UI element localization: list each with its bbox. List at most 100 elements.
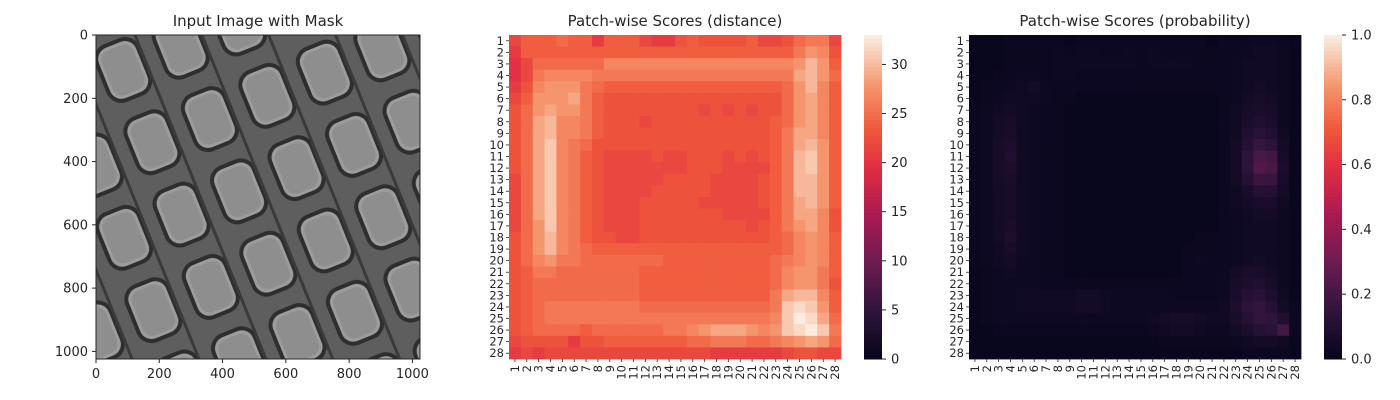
heatmap-cell [1206,104,1219,117]
heatmap-cell [603,81,617,94]
heatmap-cell [1146,58,1160,71]
heatmap-cell [580,289,593,302]
heatmap-cell [1052,289,1065,302]
heatmap-cell [1028,301,1041,314]
heatmap-cell [580,46,593,59]
heatmap-cell [686,35,700,47]
heatmap-cell [1123,278,1136,290]
heatmap-cell [1016,35,1029,47]
heatmap-cell [1028,278,1041,290]
heatmap-cell [829,116,842,128]
heatmap-cell [675,185,688,198]
heatmap-cell [1218,347,1231,360]
heatmap-cell [556,162,569,175]
colorbar-segment [864,164,882,170]
heatmap-cell [686,197,700,209]
heatmap-cell [1241,92,1254,105]
heatmap-cell [1158,162,1171,175]
heatmap-cell [722,243,735,256]
heatmap-cell [1040,127,1053,140]
heatmap-cell [710,208,723,221]
heatmap-cell [639,301,652,314]
heatmap-cell [1253,46,1266,59]
heatmap-cell [1111,127,1124,140]
heatmap-cell [1075,324,1088,337]
heatmap-cell [769,69,783,82]
heatmap-cell [556,173,569,186]
heatmap-cell [1075,231,1088,244]
heatmap-cell [556,81,569,94]
heatmap-cell [1253,243,1266,256]
heatmap-cell [1040,301,1053,314]
heatmap-cell [509,301,522,314]
colorbar-segment [1324,116,1342,121]
heatmap-cell [1265,58,1278,71]
heatmap-cell [509,173,522,186]
heatmap-cell [1265,254,1278,267]
heatmap-cell [651,69,664,82]
heatmap-cell [1229,312,1243,325]
heatmap-cell [698,173,711,186]
col-label: 13 [1110,365,1124,380]
colorbar-segment [864,318,882,324]
heatmap-cell [627,208,640,221]
row-label: 7 [957,103,964,117]
colorbar-segment [864,91,882,97]
row-label: 28 [489,346,504,360]
heatmap-cell [1040,173,1053,186]
heatmap-cell [1277,92,1290,105]
heatmap-cell [1265,104,1278,117]
heatmap-cell [1099,231,1112,244]
heatmap-cell [1040,289,1053,302]
heatmap-cell [1241,208,1254,221]
col-label: 12 [1098,365,1112,380]
heatmap-cell [698,220,711,233]
heatmap-cell [592,220,605,233]
heatmap-cell [1182,301,1195,314]
heatmap-cell [969,208,982,221]
heatmap-cell [1277,162,1290,175]
heatmap-cell [580,197,593,209]
heatmap-cell [980,173,994,186]
heatmap-cell [627,69,640,82]
heatmap-cell [1253,289,1266,302]
heatmap-cell [769,324,783,337]
heatmap-cell [580,116,593,128]
heatmap-cell [769,335,783,348]
heatmap-cell [663,289,676,302]
heatmap-cell [1194,185,1207,198]
colorbar-segment [864,342,882,348]
heatmap-cell [520,46,534,59]
heatmap-cell [568,301,581,314]
heatmap-cell [817,347,830,360]
heatmap-cell [829,173,842,186]
heatmap-cell [675,347,688,360]
heatmap-cell [1135,243,1148,256]
heatmap-cell [805,197,818,209]
heatmap-cell [686,104,700,117]
heatmap-cell [793,254,806,267]
col-label: 7 [1039,365,1053,372]
heatmap-cell [1135,266,1148,279]
heatmap-cell [1087,81,1100,94]
colorbar-segment [1324,99,1342,105]
heatmap-cell [1170,139,1183,152]
heatmap-cell [603,92,617,105]
heatmap-cell [1123,35,1136,47]
heatmap-cell [1028,92,1041,105]
heatmap-cell [1099,116,1112,128]
heatmap-cell [520,173,534,186]
heatmap-cell [1289,139,1302,152]
heatmap-cell [651,220,664,233]
heatmap-cell [1087,92,1100,105]
heatmap-cell [639,254,652,267]
heatmap-cell [817,335,830,348]
heatmap-cell [686,208,700,221]
heatmap-cell [746,208,759,221]
heatmap-cell [1087,254,1100,267]
heatmap-cell [1087,220,1100,233]
heatmap-cell [544,208,557,221]
heatmap-cell [698,197,711,209]
heatmap-cell [1052,173,1065,186]
colorbar-segment [1324,350,1342,356]
